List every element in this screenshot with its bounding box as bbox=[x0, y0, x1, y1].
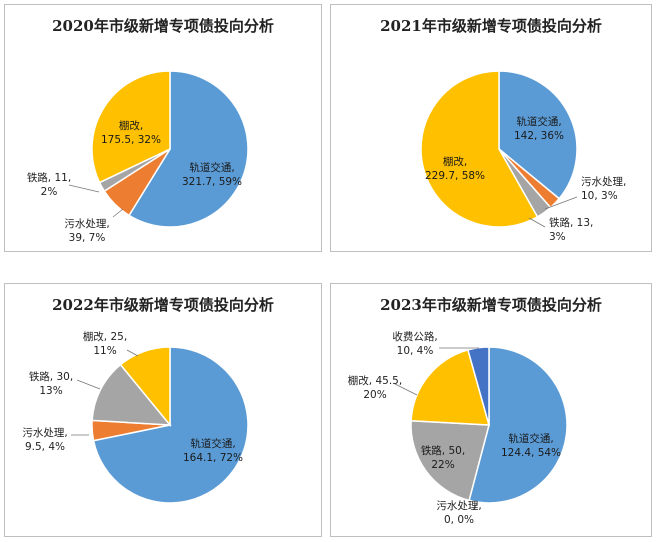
chart-title: 2021年市级新增专项债投向分析 bbox=[380, 17, 602, 35]
pie-chart-2023: 轨道交通, 124.4, 54% 污水处理, 0, 0% 铁路, 50, 22% 棚改, 4… bbox=[348, 330, 568, 526]
pie-slice-railway bbox=[410, 420, 490, 502]
pie-slices bbox=[410, 346, 568, 504]
data-label-railway: 铁路, 30, 13% bbox=[29, 370, 73, 397]
leader-line bbox=[394, 383, 418, 396]
chart-title: 2020年市级新增专项债投向分析 bbox=[52, 17, 274, 35]
leader-line bbox=[528, 217, 546, 228]
leader-line bbox=[472, 502, 478, 511]
pie-chart-2021: 轨道交通, 142, 36% 污水处理, 10, 3% 铁路, 13, 3% 棚改, 229.… bbox=[420, 70, 626, 243]
pie-slice-shanty bbox=[420, 70, 539, 228]
leader-line bbox=[76, 379, 101, 390]
pie-slice-rail bbox=[128, 70, 249, 228]
pie-slices bbox=[91, 70, 249, 228]
chart-title: 2022年市级新增专项债投向分析 bbox=[52, 296, 274, 314]
pie-slice-shanty bbox=[119, 346, 171, 428]
data-label-rail: 轨道交通, 321.7, 59% bbox=[182, 161, 242, 188]
data-label-shanty: 棚改, 229.7, 58% bbox=[425, 155, 485, 182]
pie-chart-2022: 轨道交通, 164.1, 72% 污水处理, 9.5, 4% 铁路, 30, 13% 棚改,… bbox=[22, 330, 249, 504]
pie-slice-shanty bbox=[91, 70, 171, 184]
chart-panel-2022: 2022年市级新增专项债投向分析 轨道交通, 164.1, 72% 污水处理, 9.5… bbox=[4, 283, 322, 537]
chart-title: 2023年市级新增专项债投向分析 bbox=[380, 296, 602, 314]
data-label-sewage: 污水处理, 9.5, 4% bbox=[22, 427, 67, 453]
chart-panel-2020: 2020年市级新增专项债投向分析 轨道交通, 321.7, 59% 污水处理, 39,… bbox=[4, 4, 322, 252]
leader-line bbox=[112, 208, 124, 218]
data-label-railway: 铁路, 11, 2% bbox=[27, 171, 71, 198]
data-label-shanty: 棚改, 175.5, 32% bbox=[101, 119, 161, 146]
pie-chart-2020: 轨道交通, 321.7, 59% 污水处理, 39, 7% 铁路, 11, 2% 棚改, 17… bbox=[27, 70, 249, 244]
leader-line bbox=[544, 196, 578, 210]
data-label-rail: 轨道交通, 142, 36% bbox=[514, 115, 564, 142]
data-label-railway: 铁路, 13, 3% bbox=[549, 216, 593, 243]
pie-slice-railway bbox=[91, 363, 172, 426]
pie-slices bbox=[420, 70, 578, 228]
leader-line bbox=[68, 184, 100, 193]
data-label-shanty: 棚改, 45.5, 20% bbox=[348, 374, 402, 401]
pie-slices bbox=[91, 346, 249, 504]
pie-slice-rail bbox=[468, 346, 568, 504]
data-label-rail: 轨道交通, 164.1, 72% bbox=[183, 437, 243, 464]
data-label-rail: 轨道交通, 124.4, 54% bbox=[501, 432, 561, 459]
pie-slice-rail bbox=[498, 70, 578, 200]
data-label-toll_road: 收费公路, 10, 4% bbox=[392, 330, 437, 357]
leader-line bbox=[126, 349, 139, 357]
data-label-sewage: 污水处理, 0, 0% bbox=[436, 500, 481, 526]
chart-panel-2023: 2023年市级新增专项债投向分析 轨道交通, 124.4, 54% 污水处理, 0, … bbox=[330, 283, 652, 537]
data-label-shanty: 棚改, 25, 11% bbox=[83, 330, 127, 357]
chart-panel-2021: 2021年市级新增专项债投向分析 轨道交通, 142, 36% 污水处理, 10, 3… bbox=[330, 4, 652, 252]
data-label-railway: 铁路, 50, 22% bbox=[421, 444, 465, 471]
pie-slice-shanty bbox=[410, 348, 491, 426]
data-label-sewage: 污水处理, 10, 3% bbox=[581, 176, 626, 202]
data-label-sewage: 污水处理, 39, 7% bbox=[64, 218, 109, 244]
